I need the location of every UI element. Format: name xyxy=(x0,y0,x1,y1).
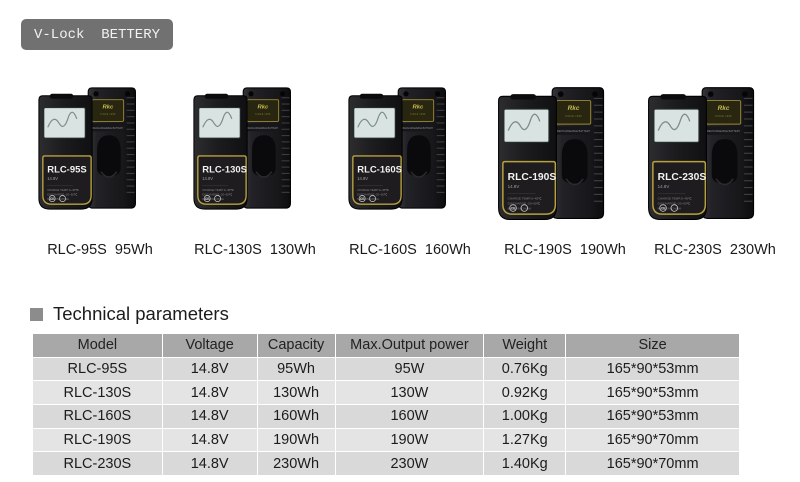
svg-text:Rkc: Rkc xyxy=(718,106,730,113)
svg-text:Rkc: Rkc xyxy=(568,106,580,113)
svg-text:14.8V: 14.8V xyxy=(202,176,213,181)
svg-text:—————————: ————————— xyxy=(47,183,73,187)
svg-text:RECHARGEABLE BATTERY: RECHARGEABLE BATTERY xyxy=(248,127,279,130)
svg-text:RECHARGEABLE BATTERY: RECHARGEABLE BATTERY xyxy=(707,130,741,134)
svg-text:Rkc: Rkc xyxy=(412,105,424,111)
svg-text:CHARGE TEMP:0~45℃: CHARGE TEMP:0~45℃ xyxy=(508,197,542,201)
svg-text:RECHARGEABLE BATTERY: RECHARGEABLE BATTERY xyxy=(403,127,434,130)
svg-text:CHARGE TEMP:0~45℃: CHARGE TEMP:0~45℃ xyxy=(658,197,692,201)
svg-text:RECHARGEABLE BATTERY: RECHARGEABLE BATTERY xyxy=(93,127,124,130)
svg-text:RLC-130S: RLC-130S xyxy=(202,165,247,176)
svg-text:14.8V: 14.8V xyxy=(508,184,520,189)
svg-text:SINCE 1998: SINCE 1998 xyxy=(100,114,116,116)
svg-text:DISCHARGE:-20~60℃: DISCHARGE:-20~60℃ xyxy=(47,193,78,197)
svg-text:RLC-160S: RLC-160S xyxy=(357,165,402,176)
svg-text:Rkc: Rkc xyxy=(102,105,114,111)
svg-text:RLC-190S: RLC-190S xyxy=(508,172,557,183)
svg-text:CHARGE TEMP:0~45℃: CHARGE TEMP:0~45℃ xyxy=(357,188,389,192)
svg-text:14.8V: 14.8V xyxy=(658,184,670,189)
svg-text:RECHARGEABLE BATTERY: RECHARGEABLE BATTERY xyxy=(557,130,591,134)
svg-text:CE: CE xyxy=(511,207,517,211)
svg-text:CE: CE xyxy=(661,207,667,211)
svg-text:14.8V: 14.8V xyxy=(357,176,368,181)
svg-text:CHARGE TEMP:0~45℃: CHARGE TEMP:0~45℃ xyxy=(47,188,79,192)
svg-text:SINCE 1998: SINCE 1998 xyxy=(410,114,426,116)
svg-text:—————————: ————————— xyxy=(357,183,383,187)
svg-text:—————————: ————————— xyxy=(508,191,537,195)
svg-text:SINCE 1998: SINCE 1998 xyxy=(565,116,582,119)
svg-text:RLC-95S: RLC-95S xyxy=(47,165,86,176)
svg-text:SINCE 1998: SINCE 1998 xyxy=(255,114,271,116)
svg-text:CHARGE TEMP:0~45℃: CHARGE TEMP:0~45℃ xyxy=(202,188,234,192)
svg-text:SINCE 1998: SINCE 1998 xyxy=(715,116,732,119)
svg-text:RLC-230S: RLC-230S xyxy=(658,172,707,183)
svg-text:Rkc: Rkc xyxy=(257,105,269,111)
svg-text:14.8V: 14.8V xyxy=(47,176,58,181)
svg-text:DISCHARGE:-20~60℃: DISCHARGE:-20~60℃ xyxy=(202,193,233,197)
svg-text:DISCHARGE:-20~60℃: DISCHARGE:-20~60℃ xyxy=(357,193,388,197)
svg-text:—————————: ————————— xyxy=(202,183,228,187)
svg-text:—————————: ————————— xyxy=(658,191,687,195)
